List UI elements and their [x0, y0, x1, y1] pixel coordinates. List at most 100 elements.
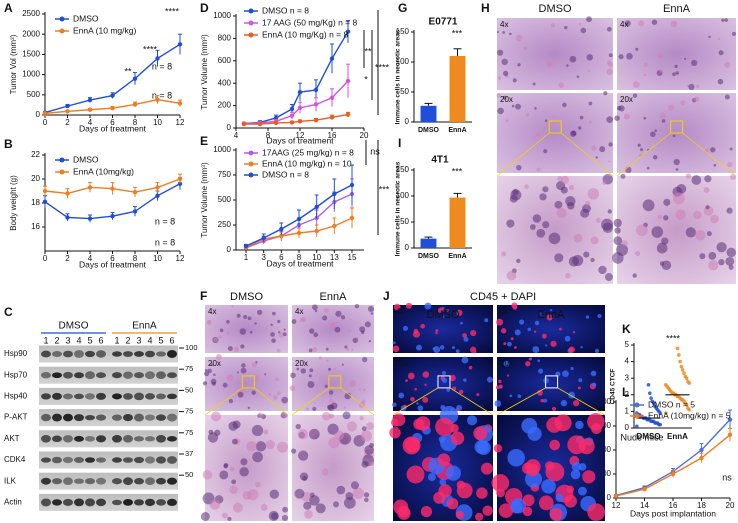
data-point: [132, 209, 138, 214]
blot-band: [145, 393, 155, 400]
chart-title: E0771: [429, 17, 458, 28]
cell: [455, 349, 460, 353]
cell: [295, 423, 301, 430]
blot-band: [85, 350, 95, 358]
cell: [239, 328, 247, 335]
cell: [309, 495, 320, 506]
series-line: [243, 31, 349, 125]
cell: [716, 242, 727, 253]
blot-band: [41, 413, 51, 422]
data-point: [329, 115, 335, 120]
y-tick-label: 2000: [22, 29, 40, 38]
cell: [717, 37, 721, 41]
blot-strip: [39, 451, 178, 469]
blot-band: [123, 435, 133, 443]
cell: [552, 122, 556, 126]
cell: [539, 193, 547, 201]
cell: [420, 505, 433, 518]
magnification: 4x: [208, 307, 216, 316]
cell: [551, 406, 557, 412]
blot-band: [96, 477, 106, 485]
zoom-box: [437, 375, 451, 389]
data-point: [683, 374, 688, 379]
cell: [229, 466, 235, 472]
cell: [663, 198, 671, 206]
cell: [204, 371, 210, 377]
data-point: [653, 404, 657, 409]
bar: [420, 238, 437, 248]
data-point: [699, 455, 704, 461]
legend-marker: [59, 169, 65, 175]
row-label: Actin: [4, 498, 22, 507]
data-point: [87, 216, 93, 221]
cell: [726, 247, 736, 258]
cell: [570, 366, 574, 371]
legend-marker: [248, 172, 254, 178]
cell: [564, 494, 577, 508]
blot-band: [63, 435, 73, 443]
cell: [313, 332, 319, 338]
cell: [642, 199, 655, 212]
cell: [637, 143, 641, 147]
cell: [207, 368, 212, 374]
cell: [658, 68, 664, 73]
annotation: ***: [379, 184, 390, 194]
blot-band: [52, 435, 62, 443]
x-tick-label: DMSO: [418, 253, 440, 260]
cell: [591, 382, 597, 387]
y-tick-label: 4: [625, 357, 630, 366]
magnification: 20x: [500, 359, 513, 368]
x-tick-label: 10: [312, 253, 321, 262]
cell: [695, 84, 700, 88]
cell: [281, 514, 288, 522]
cell: [213, 337, 219, 343]
cell: [322, 315, 328, 321]
cell: [323, 308, 329, 313]
data-point: [289, 106, 295, 112]
zoom-line: [616, 132, 671, 177]
cell: [670, 20, 678, 28]
cell: [652, 155, 658, 160]
annotation: Nude mice: [620, 432, 663, 442]
x-tick-label: 8: [266, 131, 271, 140]
cell: [362, 356, 368, 363]
cell: [638, 20, 645, 27]
x-tick-label: 13: [330, 253, 339, 262]
cell: [213, 373, 216, 376]
zoom-line: [682, 132, 737, 177]
cell: [595, 156, 598, 159]
cell: [650, 131, 656, 138]
cell: [222, 512, 228, 519]
cell: [325, 347, 329, 351]
blot-band: [145, 477, 155, 486]
cell: [207, 432, 219, 443]
cell: [594, 348, 600, 353]
cell: [580, 345, 583, 349]
cell: [354, 304, 360, 309]
cell: [265, 439, 275, 450]
data-point: [273, 120, 279, 126]
cell: [283, 328, 286, 331]
row-label: Hsp90: [4, 349, 28, 358]
cell: [407, 372, 415, 380]
magnification: 20x: [208, 359, 221, 368]
cell: [575, 420, 584, 430]
cell: [282, 332, 287, 337]
cell: [254, 322, 257, 325]
y-axis-label: CD45 CTCF: [610, 369, 617, 405]
cell: [328, 413, 335, 419]
cell: [329, 322, 335, 327]
cell: [643, 62, 648, 67]
y-tick-label: 1000: [22, 70, 40, 79]
cell: [525, 361, 531, 367]
size-marker: 50: [185, 470, 193, 479]
data-point: [155, 185, 160, 190]
data-point: [345, 78, 351, 84]
legend-label: DMSO n = 5: [648, 399, 695, 409]
data-point: [155, 56, 160, 61]
blot-band: [63, 477, 73, 486]
cell: [236, 313, 241, 318]
cell: [685, 173, 692, 179]
micrograph: [617, 18, 736, 90]
